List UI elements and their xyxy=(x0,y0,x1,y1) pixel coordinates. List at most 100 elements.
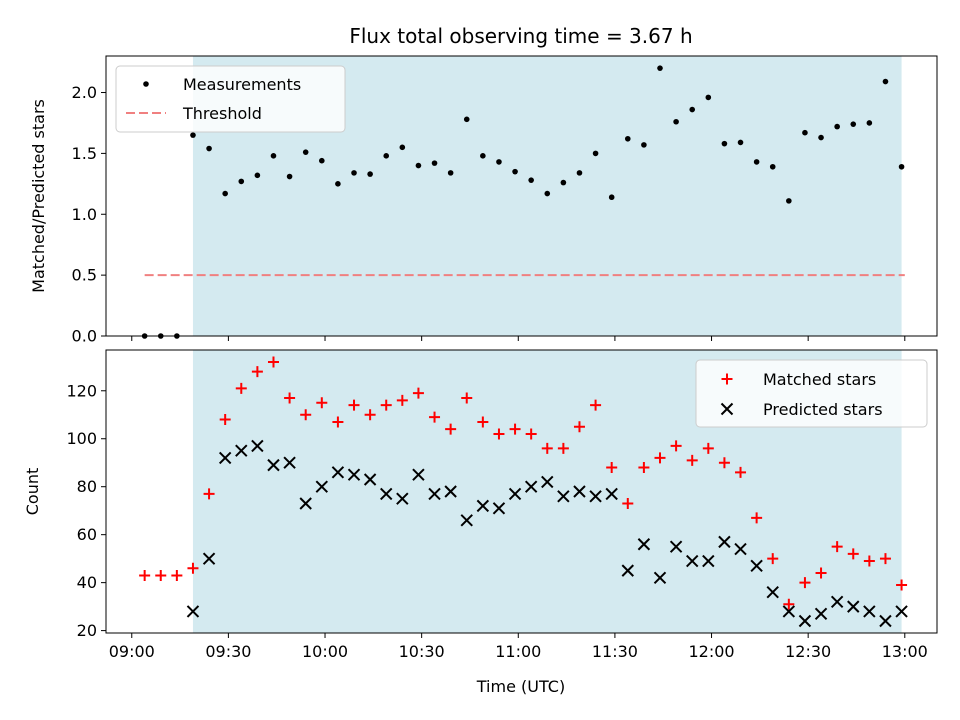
measurement-point xyxy=(592,150,599,157)
predicted-star-point xyxy=(460,514,473,527)
predicted-star-point xyxy=(186,605,200,618)
matched-star-point xyxy=(896,579,908,591)
legend-threshold-label: Threshold xyxy=(182,104,262,123)
predicted-star-point xyxy=(814,607,828,621)
predicted-star-point xyxy=(750,559,763,573)
measurement-point xyxy=(673,118,679,125)
matched-star-point xyxy=(541,442,553,454)
matched-star-point xyxy=(348,399,360,411)
predicted-star-point xyxy=(476,499,490,513)
predicted-star-point xyxy=(798,614,812,628)
x-tick-label: 13:00 xyxy=(882,642,928,661)
matched-star-point xyxy=(831,541,843,553)
measurement-point xyxy=(447,170,454,176)
predicted-star-point xyxy=(524,480,538,493)
bottom-y-axis-label: Count xyxy=(23,468,42,516)
x-tick-label: 10:00 xyxy=(302,642,348,661)
matched-star-point xyxy=(557,442,569,454)
measurement-point xyxy=(286,173,293,180)
predicted-star-point xyxy=(267,458,280,472)
x-tick-label: 12:30 xyxy=(785,642,831,661)
predicted-star-point xyxy=(734,542,747,556)
measurement-point xyxy=(641,142,647,148)
legend-top-box xyxy=(115,65,346,133)
measurement-point xyxy=(737,139,744,146)
chart-title: Flux total observing time = 3.67 h xyxy=(349,24,692,48)
measurement-point xyxy=(657,65,663,71)
matched-star-point xyxy=(783,598,795,610)
matched-star-point xyxy=(267,356,279,368)
matched-star-point xyxy=(171,569,183,581)
matched-star-point xyxy=(654,452,666,464)
matched-star-point xyxy=(219,414,231,426)
bottom-y-tick-label: 40 xyxy=(77,573,97,592)
matched-star-point xyxy=(686,454,698,466)
predicted-star-point xyxy=(847,600,860,613)
x-tick-label: 09:30 xyxy=(205,642,251,661)
matched-star-point xyxy=(364,409,376,421)
measurement-point xyxy=(141,333,148,339)
legend-predicted-marker xyxy=(720,402,734,416)
matched-star-point xyxy=(718,457,730,469)
top-y-tick-label: 1.5 xyxy=(72,144,97,163)
predicted-star-point xyxy=(444,485,457,498)
measurement-point xyxy=(174,333,180,339)
predicted-star-point xyxy=(202,552,216,565)
matched-star-point xyxy=(606,462,618,474)
predicted-star-point xyxy=(251,439,264,453)
measurement-point xyxy=(608,194,615,201)
matched-star-point xyxy=(622,497,634,509)
measurement-point xyxy=(560,179,567,186)
predicted-star-point xyxy=(315,480,329,493)
measurement-point xyxy=(882,78,889,85)
predicted-star-point xyxy=(235,444,248,457)
matched-star-point xyxy=(638,462,650,474)
measurement-point xyxy=(834,123,840,130)
bottom-y-tick-label: 60 xyxy=(77,525,97,544)
matched-star-point xyxy=(284,392,296,404)
measurement-point xyxy=(157,333,164,339)
measurement-point xyxy=(544,190,551,197)
predicted-star-point xyxy=(557,490,570,503)
x-tick-label: 12:00 xyxy=(688,642,734,661)
predicted-star-point xyxy=(718,535,731,549)
matched-star-point xyxy=(702,442,714,454)
predicted-star-point xyxy=(508,487,522,501)
matched-star-point xyxy=(573,421,585,433)
measurement-point xyxy=(383,153,390,159)
ratio-panel: 0.0 0.5 1.0 1.5 2.0 Matched/Predicted stars Me… xyxy=(29,55,938,346)
matched-star-point xyxy=(332,416,344,428)
measurement-point xyxy=(624,135,631,142)
predicted-star-point xyxy=(895,605,908,618)
bottom-y-tick-label: 120 xyxy=(66,381,97,400)
predicted-star-point xyxy=(669,540,683,553)
measurement-point xyxy=(222,190,228,197)
predicted-star-point xyxy=(412,468,425,481)
measurement-point xyxy=(818,134,824,141)
matched-star-point xyxy=(316,397,328,409)
legend-top: Measurements Threshold xyxy=(115,65,346,133)
measurement-point xyxy=(351,170,357,176)
predicted-star-point xyxy=(589,490,602,503)
bottom-frame xyxy=(105,349,938,634)
predicted-star-point xyxy=(573,485,586,498)
predicted-star-point xyxy=(702,554,715,568)
x-tick-label: 10:30 xyxy=(399,642,445,661)
predicted-star-point xyxy=(331,466,345,479)
matched-star-point xyxy=(751,512,763,524)
matched-star-point xyxy=(203,488,215,500)
count-panel: 20 40 60 80 100 120 09:00 09:30 10:00 10:30 11:00 1… xyxy=(23,349,938,661)
predicted-star-point xyxy=(218,451,232,465)
measurement-point xyxy=(480,153,486,159)
matched-star-point xyxy=(670,440,682,452)
legend-bottom-box xyxy=(695,359,928,428)
measurement-point xyxy=(367,171,373,177)
matched-star-point xyxy=(863,555,875,567)
predicted-star-point xyxy=(363,473,377,486)
measurement-point xyxy=(302,149,309,155)
measurement-point xyxy=(850,121,857,127)
bottom-y-tick-label: 20 xyxy=(77,621,97,640)
predicted-star-point xyxy=(541,475,554,489)
predicted-star-point xyxy=(766,586,779,599)
matched-star-point xyxy=(590,399,602,411)
